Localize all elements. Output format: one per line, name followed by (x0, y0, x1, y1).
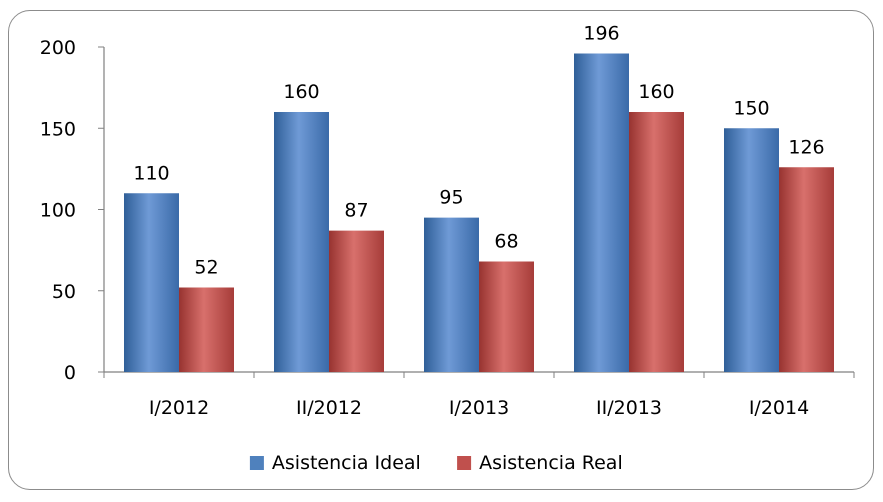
bars (124, 53, 834, 372)
data-label: 126 (788, 136, 824, 158)
y-tick-label: 150 (40, 118, 76, 140)
bar-real (329, 230, 384, 372)
legend-label-real: Asistencia Real (479, 452, 623, 474)
legend: Asistencia Ideal Asistencia Real (249, 452, 623, 474)
legend-swatch-ideal (249, 456, 264, 470)
y-tick-label: 100 (40, 200, 76, 222)
x-tick-label: II/2012 (296, 397, 362, 419)
bar-ideal (424, 217, 479, 372)
x-tick-label: I/2013 (449, 397, 509, 419)
bar-ideal (124, 193, 179, 372)
bar-ideal (724, 128, 779, 372)
data-label: 95 (439, 187, 463, 209)
bar-real (479, 261, 534, 372)
y-tick-label: 0 (64, 362, 76, 384)
bar-real (179, 287, 234, 372)
data-label: 160 (283, 81, 319, 103)
data-label: 68 (494, 231, 518, 253)
x-tick-label: II/2013 (596, 397, 662, 419)
data-label: 196 (583, 23, 619, 45)
data-label: 150 (733, 97, 769, 119)
legend-label-ideal: Asistencia Ideal (272, 452, 421, 474)
bar-real (629, 112, 684, 372)
bar-ideal (574, 53, 629, 372)
axes: 0 50 100 150 200 I/2012 II/2012 I/2013 II/2013 I/… (40, 37, 855, 419)
bar-real (779, 167, 834, 372)
legend-swatch-real (457, 456, 472, 470)
x-tick-label: I/2012 (149, 397, 209, 419)
data-label: 110 (133, 162, 169, 184)
y-tick-label: 50 (52, 281, 76, 303)
bar-ideal (274, 112, 329, 372)
data-label: 160 (638, 81, 674, 103)
y-tick-label: 200 (40, 37, 76, 59)
data-labels: 110 52 160 87 95 68 196 160 150 126 (133, 23, 824, 279)
x-tick-label: I/2014 (749, 397, 809, 419)
data-label: 87 (344, 200, 368, 222)
data-label: 52 (194, 257, 218, 279)
